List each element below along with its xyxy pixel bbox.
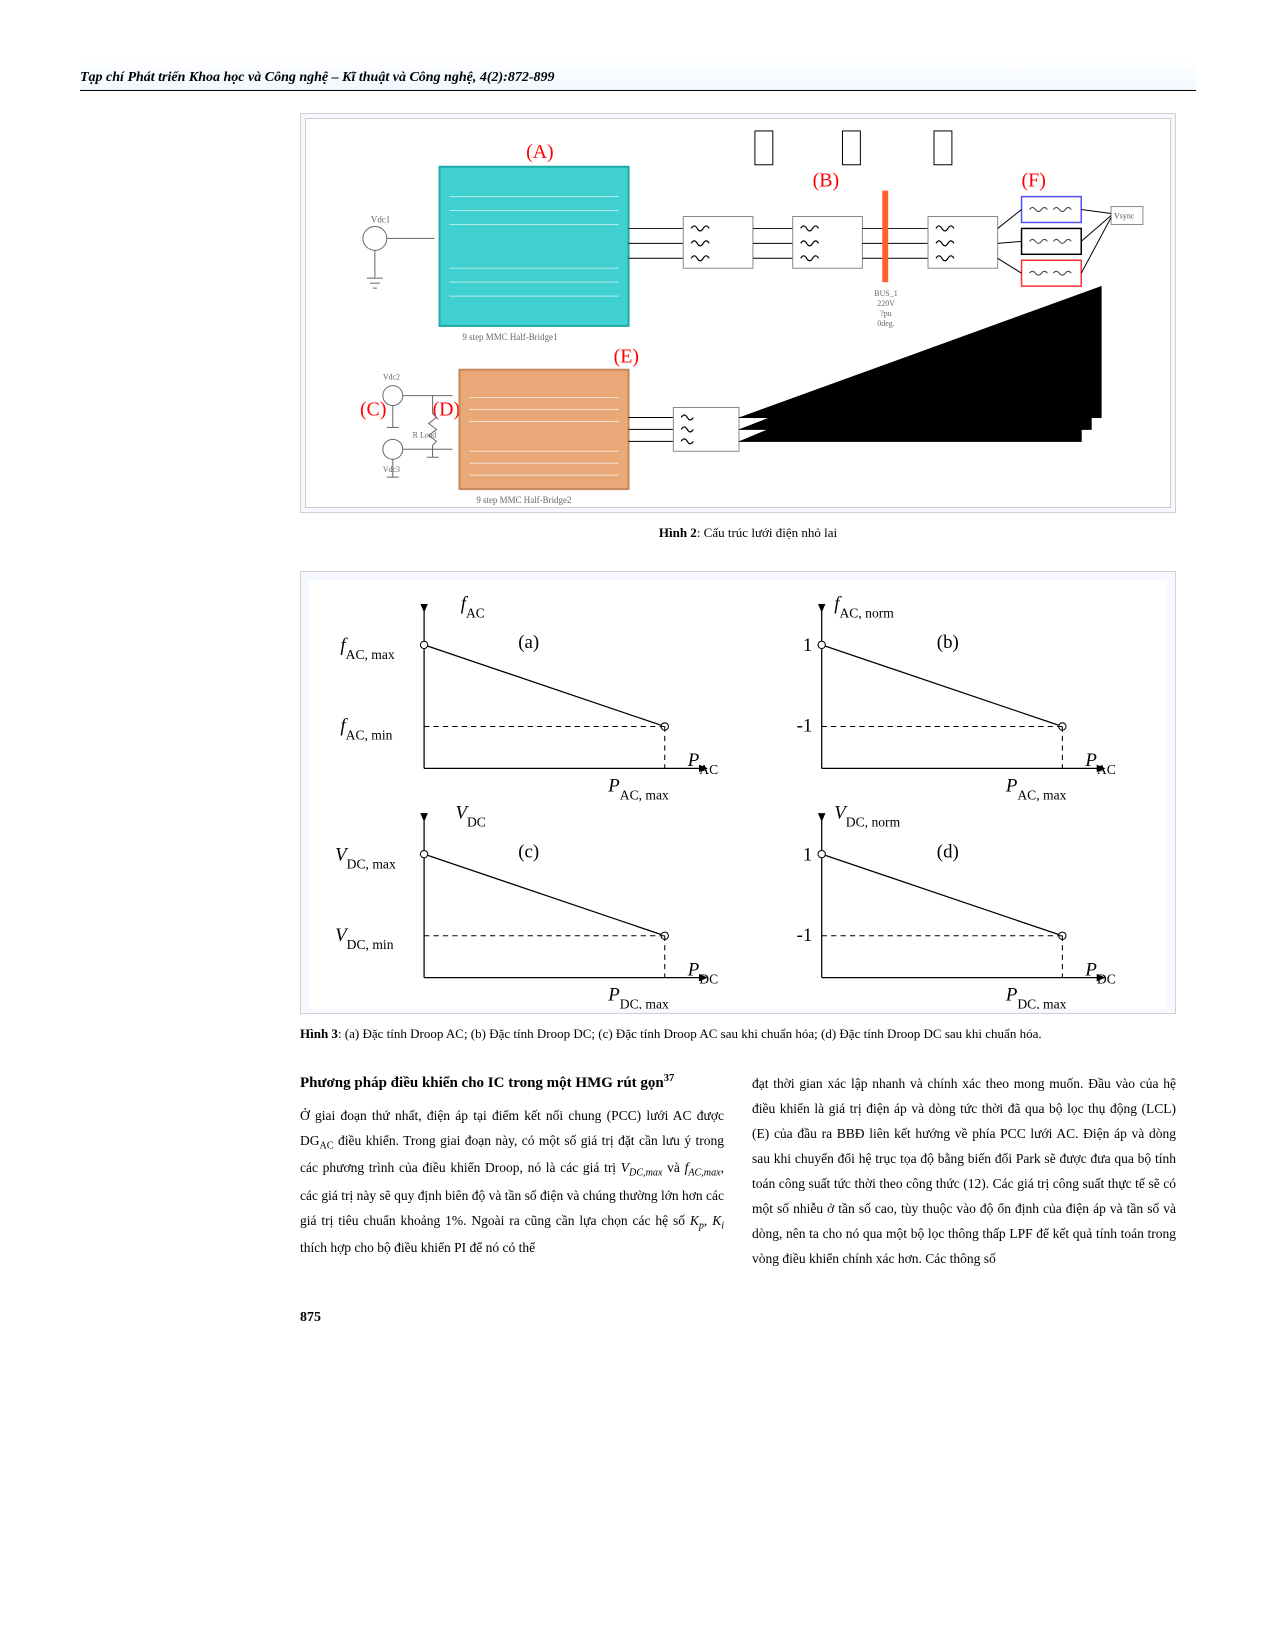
block-e: [459, 370, 628, 489]
section-heading-text: Phương pháp điều khiển cho IC trong một …: [300, 1075, 664, 1091]
figure-3-caption-text: : (a) Đặc tính Droop AC; (b) Đặc tính Dr…: [338, 1026, 1042, 1041]
svg-text:fAC, max: fAC, max: [340, 635, 395, 662]
filter-3: [928, 216, 998, 268]
svg-text:PDC: PDC: [687, 960, 718, 987]
block-a: [440, 167, 629, 326]
svg-text:-1: -1: [797, 716, 813, 737]
figure-3-caption: Hình 3: (a) Đặc tính Droop AC; (b) Đặc t…: [300, 1026, 1196, 1042]
svg-text:BUS_1: BUS_1: [874, 289, 897, 298]
figure-2-caption: Hình 2: Cấu trúc lưới điện nhỏ lai: [300, 525, 1196, 541]
journal-title: Tạp chí Phát triển Khoa học và Công nghệ…: [80, 70, 555, 85]
figure-2-schematic: Vdc1 (A) 9 step MMC Half-Bridge1: [306, 119, 1170, 507]
svg-text:220V: 220V: [877, 299, 895, 308]
body-col2: đạt thời gian xác lập nhanh và chính xác…: [752, 1072, 1176, 1272]
section-heading: Phương pháp điều khiển cho IC trong một …: [300, 1072, 724, 1094]
figure-3-box: fAC fAC, max fAC, min (a) PAC PAC, max f…: [300, 571, 1176, 1014]
label-B: (B): [813, 170, 840, 192]
label-F: (F): [1022, 170, 1046, 192]
filter-1: [683, 216, 753, 268]
svg-text:VDC, norm: VDC, norm: [834, 803, 900, 830]
figure-2-box: Vdc1 (A) 9 step MMC Half-Bridge1: [300, 113, 1176, 513]
svg-text:PAC: PAC: [687, 750, 718, 777]
label-E: (E): [614, 346, 639, 368]
figure-3-label: Hình 3: [300, 1026, 338, 1041]
vdc1-label: Vdc1: [371, 214, 390, 224]
svg-text:-1: -1: [797, 925, 813, 946]
svg-text:PAC, max: PAC, max: [1005, 775, 1067, 802]
svg-text:fAC: fAC: [461, 593, 485, 620]
body-columns: Phương pháp điều khiển cho IC trong một …: [300, 1072, 1176, 1272]
figure-3-chart: fAC fAC, max fAC, min (a) PAC PAC, max f…: [309, 580, 1167, 1009]
block-a-sub: 9 step MMC Half-Bridge1: [462, 332, 557, 342]
svg-text:9 step MMC Half-Bridge2: 9 step MMC Half-Bridge2: [476, 495, 571, 505]
running-header: Tạp chí Phát triển Khoa học và Công nghệ…: [80, 60, 1196, 91]
filter-2: [793, 216, 863, 268]
svg-text:Vsync: Vsync: [1114, 211, 1135, 220]
svg-text:(c): (c): [518, 841, 539, 862]
svg-text:PAC, max: PAC, max: [607, 775, 669, 802]
svg-text:1: 1: [803, 635, 812, 656]
svg-text:VDC, max: VDC, max: [335, 844, 396, 871]
svg-text:VDC: VDC: [455, 803, 485, 830]
svg-text:R Load: R Load: [413, 430, 437, 439]
svg-text:?pu: ?pu: [880, 309, 891, 318]
svg-text:PDC, max: PDC, max: [1005, 985, 1067, 1009]
svg-text:Vdc2: Vdc2: [383, 373, 400, 382]
svg-text:fAC, min: fAC, min: [340, 716, 392, 743]
figure-2-caption-text: : Cấu trúc lưới điện nhỏ lai: [697, 525, 837, 540]
body-col1: Ở giai đoạn thứ nhất, điện áp tại điểm k…: [300, 1104, 724, 1261]
figure-2-label: Hình 2: [659, 525, 697, 540]
svg-text:(a): (a): [518, 632, 539, 653]
svg-text:fAC, norm: fAC, norm: [834, 593, 894, 620]
label-C: (C): [360, 398, 387, 420]
svg-text:1: 1: [803, 844, 812, 865]
svg-text:PAC: PAC: [1084, 750, 1115, 777]
svg-text:0deg.: 0deg.: [877, 319, 894, 328]
section-heading-ref: 37: [664, 1073, 675, 1084]
svg-text:PDC: PDC: [1084, 960, 1115, 987]
svg-text:PDC, max: PDC, max: [607, 985, 669, 1009]
svg-text:(b): (b): [937, 632, 959, 653]
bus-bar: [882, 191, 888, 283]
svg-text:VDC, min: VDC, min: [335, 925, 394, 952]
page-number: 875: [300, 1310, 1196, 1326]
label-A: (A): [526, 141, 554, 163]
svg-text:(d): (d): [937, 841, 959, 862]
svg-text:Vdc3: Vdc3: [383, 465, 400, 474]
